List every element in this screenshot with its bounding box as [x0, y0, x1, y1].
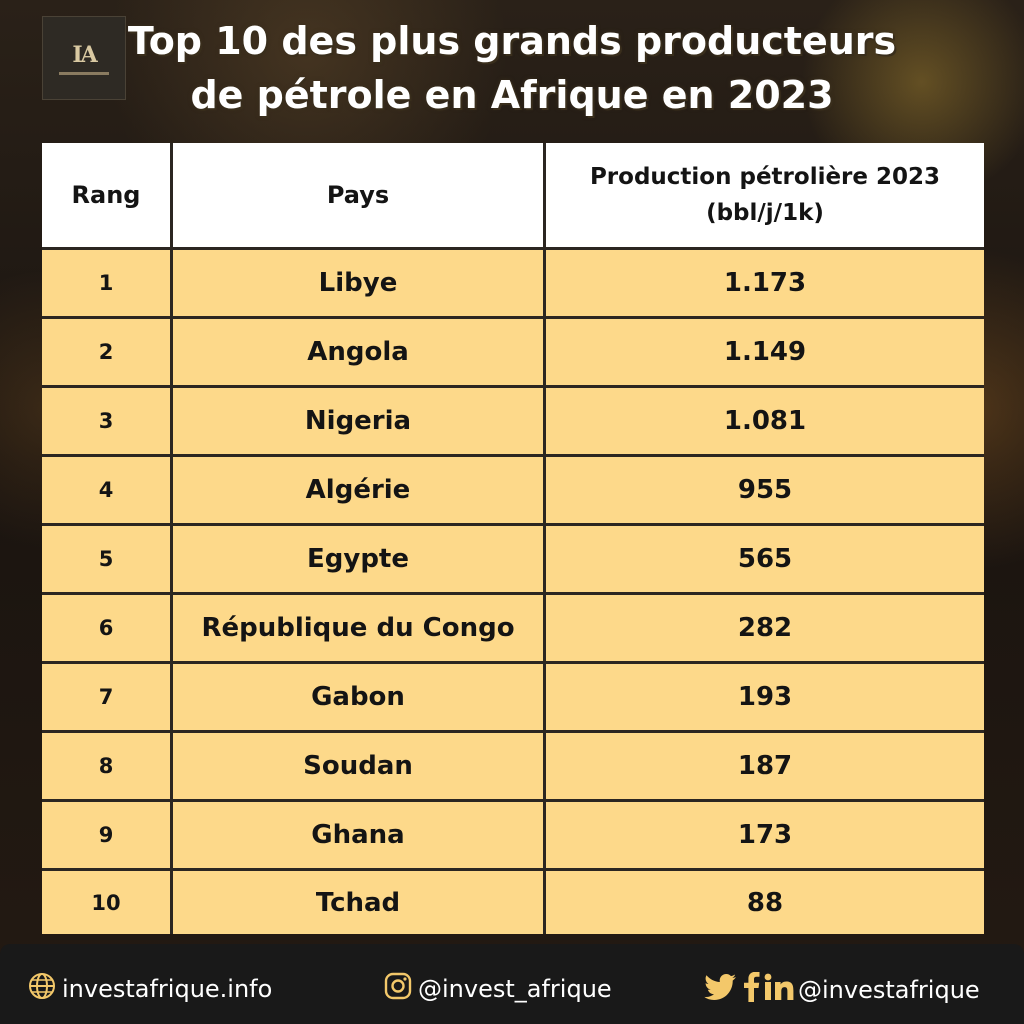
- production-header-label: Production pétrolière 2023: [589, 164, 941, 190]
- rank-cell: 5: [42, 526, 173, 596]
- table-row: 7 Gabon 193: [42, 664, 984, 734]
- table-row: 6 République du Congo 282: [42, 595, 984, 665]
- rank-cell: 7: [42, 664, 173, 734]
- table-row: 10 Tchad 88: [42, 871, 984, 934]
- country-cell: Gabon: [173, 664, 546, 734]
- country-cell: Tchad: [173, 871, 546, 934]
- logo-monogram: IA: [72, 41, 97, 68]
- production-cell: 1.081: [546, 388, 984, 458]
- country-cell: Libye: [173, 250, 546, 320]
- production-cell: 282: [546, 595, 984, 665]
- table-row: 3 Nigeria 1.081: [42, 388, 984, 458]
- brand-logo: IA: [42, 16, 126, 100]
- title-line-2: de pétrole en Afrique en 2023: [190, 73, 834, 117]
- rank-cell: 10: [42, 871, 173, 934]
- country-cell: Nigeria: [173, 388, 546, 458]
- rank-cell: 2: [42, 319, 173, 389]
- table-row: 8 Soudan 187: [42, 733, 984, 803]
- production-cell: 88: [546, 871, 984, 934]
- production-cell: 173: [546, 802, 984, 872]
- rank-cell: 1: [42, 250, 173, 320]
- table-row: 5 Egypte 565: [42, 526, 984, 596]
- production-cell: 1.149: [546, 319, 984, 389]
- footer-bar: investafrique.info @invest_afrique: [0, 944, 1024, 1024]
- social-links[interactable]: @investafrique: [704, 971, 980, 1008]
- linkedin-icon[interactable]: [764, 973, 794, 1007]
- production-cell: 1.173: [546, 250, 984, 320]
- production-cell: 193: [546, 664, 984, 734]
- column-header-production: Production pétrolière 2023 (bbl/j/1k): [546, 143, 984, 250]
- instagram-text: @invest_afrique: [418, 975, 612, 1003]
- ranking-table-container: Rang Pays Production pétrolière 2023 (bb…: [42, 143, 984, 934]
- twitter-icon[interactable]: [704, 973, 738, 1007]
- country-cell: Angola: [173, 319, 546, 389]
- table-row: 9 Ghana 173: [42, 802, 984, 872]
- table-header-row: Rang Pays Production pétrolière 2023 (bb…: [42, 143, 984, 250]
- logo-underline: [59, 71, 109, 75]
- ranking-table: Rang Pays Production pétrolière 2023 (bb…: [42, 143, 984, 934]
- column-header-country: Pays: [173, 143, 546, 250]
- page-title: Top 10 des plus grands producteurs de pé…: [0, 14, 1024, 122]
- instagram-link[interactable]: @invest_afrique: [384, 972, 612, 1006]
- facebook-icon[interactable]: [742, 971, 760, 1008]
- rank-cell: 4: [42, 457, 173, 527]
- table-row: 2 Angola 1.149: [42, 319, 984, 389]
- rank-cell: 9: [42, 802, 173, 872]
- table-row: 4 Algérie 955: [42, 457, 984, 527]
- country-cell: Ghana: [173, 802, 546, 872]
- instagram-icon: [384, 972, 412, 1006]
- production-cell: 955: [546, 457, 984, 527]
- rank-cell: 8: [42, 733, 173, 803]
- table-row: 1 Libye 1.173: [42, 250, 984, 320]
- website-link[interactable]: investafrique.info: [28, 972, 272, 1006]
- globe-icon: [28, 972, 56, 1006]
- social-handle-text: @investafrique: [798, 976, 980, 1004]
- production-cell: 187: [546, 733, 984, 803]
- country-cell: République du Congo: [173, 595, 546, 665]
- column-header-rank: Rang: [42, 143, 173, 250]
- rank-cell: 6: [42, 595, 173, 665]
- rank-cell: 3: [42, 388, 173, 458]
- country-cell: Soudan: [173, 733, 546, 803]
- production-header-unit: (bbl/j/1k): [706, 200, 824, 226]
- production-cell: 565: [546, 526, 984, 596]
- country-cell: Egypte: [173, 526, 546, 596]
- country-cell: Algérie: [173, 457, 546, 527]
- website-text: investafrique.info: [62, 975, 273, 1003]
- title-line-1: Top 10 des plus grands producteurs: [127, 19, 897, 63]
